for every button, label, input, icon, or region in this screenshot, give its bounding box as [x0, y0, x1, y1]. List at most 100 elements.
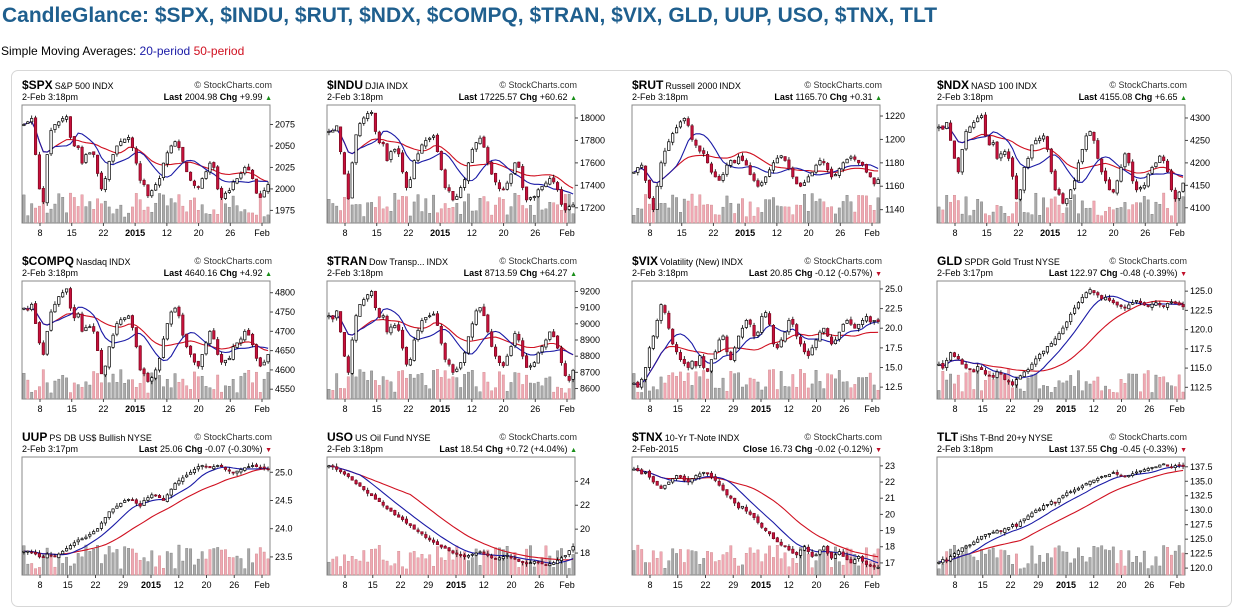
volume-bar	[224, 385, 227, 400]
chart-panel-uup[interactable]: UUP PS DB US$ Bullish NYSE © StockCharts.co…	[21, 431, 312, 603]
volume-bar	[486, 549, 490, 576]
volume-bar	[65, 377, 68, 400]
candle-down	[346, 473, 350, 477]
chart-panel-tnx[interactable]: $TNX 10-Yr T-Note INDX © StockCharts.com 2-F…	[631, 431, 922, 603]
chart-panel-tran[interactable]: $TRAN Dow Transp... INDX © StockCharts.com 2…	[326, 255, 617, 427]
chart-panel-tlt[interactable]: TLT iShs T-Bnd 20+y NYSE © StockCharts.com 2…	[936, 431, 1227, 603]
candle-down	[254, 464, 258, 467]
volume-bar	[764, 199, 768, 224]
last-change-group: Last 1165.70 Chg +0.31 ▲	[774, 92, 882, 104]
volume-bar	[679, 549, 682, 576]
candle-up	[420, 320, 424, 332]
sma-50-line	[23, 467, 269, 555]
candle-up	[216, 465, 220, 467]
candle-up	[559, 557, 563, 561]
volume-bar	[1170, 554, 1173, 576]
volume-bar	[1007, 555, 1011, 576]
candle-down	[956, 356, 960, 360]
candle-up	[999, 153, 1003, 159]
volume-bar	[1131, 204, 1135, 224]
chart-panel-ndx[interactable]: $NDX NASD 100 INDX © StockCharts.com 2-Feb 3…	[936, 79, 1227, 251]
chart-panel-uso[interactable]: USO US Oil Fund NYSE © StockCharts.com 2-Feb…	[326, 431, 617, 603]
volume-bar	[513, 372, 517, 400]
candle-down	[826, 545, 830, 554]
candle-down	[92, 326, 96, 332]
y-tick-label: 8900	[580, 335, 600, 345]
volume-bar	[1100, 215, 1104, 224]
exchange-label: INDX	[109, 257, 131, 267]
candle-up	[659, 162, 663, 187]
candle-down	[385, 143, 389, 161]
volume-bar	[30, 563, 34, 576]
volume-bar	[694, 205, 698, 224]
sma-50-line	[23, 120, 269, 183]
chart-panel-spx[interactable]: $SPX S&P 500 INDX © StockCharts.com 2-Feb 3:…	[21, 79, 312, 251]
volume-bar	[346, 198, 350, 224]
volume-bar	[131, 206, 134, 224]
candle-up	[945, 360, 949, 368]
volume-bar	[1131, 562, 1135, 576]
last-value: 122.97	[1069, 268, 1098, 278]
volume-bar	[1142, 550, 1146, 576]
candle-down	[706, 368, 710, 372]
candle-down	[366, 489, 370, 494]
candle-up	[142, 500, 146, 506]
volume-bar	[251, 562, 254, 576]
volume-bar	[968, 554, 972, 576]
candle-up	[251, 465, 255, 467]
x-tick-label: 20	[201, 580, 211, 590]
volume-bar	[834, 378, 837, 400]
volume-bar	[1049, 392, 1053, 400]
chart-panel-rut[interactable]: $RUT Russell 2000 INDX © StockCharts.com 2-F…	[631, 79, 922, 251]
volume-bar	[1139, 202, 1142, 224]
volume-bar	[34, 568, 37, 576]
volume-bar	[810, 383, 814, 400]
volume-bar	[949, 373, 952, 400]
volume-bar	[1034, 192, 1038, 224]
volume-bar	[837, 370, 841, 400]
last-change-group: Close 16.73 Chg -0.02 (-0.12%) ▼	[743, 444, 882, 456]
candle-down	[822, 161, 826, 164]
x-tick-label: 15	[673, 580, 683, 590]
volume-bar	[428, 388, 432, 400]
volume-bar	[41, 201, 45, 224]
candle-up	[872, 320, 876, 322]
candle-down	[671, 328, 675, 345]
candle-up	[814, 164, 818, 173]
last-label: Last	[458, 92, 478, 102]
candle-down	[1142, 302, 1146, 306]
candle-up	[123, 317, 127, 320]
candle-down	[216, 166, 220, 190]
candle-up	[937, 126, 941, 129]
volume-bar	[509, 382, 513, 400]
volume-bar	[540, 557, 544, 576]
candle-down	[34, 117, 38, 155]
candle-up	[84, 327, 88, 332]
chart-panel-gld[interactable]: GLD SPDR Gold Trust NYSE © StockCharts.com 2…	[936, 255, 1227, 427]
panel-header: GLD SPDR Gold Trust NYSE © StockCharts.com	[937, 255, 1187, 267]
volume-bar	[1111, 209, 1115, 224]
volume-bar	[1139, 391, 1142, 400]
security-name: Russell 2000	[665, 81, 718, 91]
x-tick-label: 12	[467, 404, 477, 414]
candle-down	[853, 324, 857, 329]
candle-down	[251, 169, 255, 179]
volume-bar	[432, 565, 435, 576]
chart-panel-indu[interactable]: $INDU DJIA INDX © StockCharts.com 2-Feb 3:18…	[326, 79, 617, 251]
volume-bar	[486, 381, 490, 400]
security-name: PS DB US$ Bullish	[49, 433, 126, 443]
candle-down	[702, 356, 706, 368]
candle-down	[729, 495, 733, 499]
chart-panel-vix[interactable]: $VIX Volatility (New) INDX © StockCharts.co…	[631, 255, 922, 427]
candle-up	[470, 323, 474, 338]
y-tick-label: 18	[885, 542, 895, 552]
chart-panel-compq[interactable]: $COMPQ Nasdaq INDX © StockCharts.com 2-Feb 3…	[21, 255, 312, 427]
candle-down	[694, 139, 698, 146]
volume-bar	[1088, 207, 1092, 224]
volume-bar	[999, 549, 1003, 576]
candle-up	[389, 326, 393, 334]
volume-bar	[663, 203, 667, 224]
candle-up	[1003, 151, 1007, 155]
volume-bar	[405, 377, 408, 400]
candle-up	[200, 465, 204, 468]
